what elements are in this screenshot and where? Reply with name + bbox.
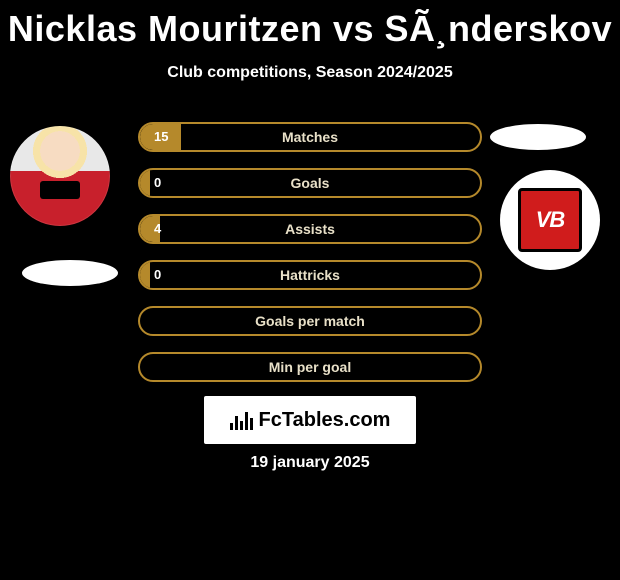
fctables-logo-icon <box>230 410 253 430</box>
stats-container: 15Matches 0Goals 4Assists 0Hattricks Goals p… <box>138 122 482 398</box>
subtitle: Club competitions, Season 2024/2025 <box>0 64 620 82</box>
date-label: 19 january 2025 <box>0 454 620 472</box>
stat-row: 0Hattricks <box>138 260 482 290</box>
stat-label: Assists <box>140 216 480 242</box>
ellipse-decoration-right <box>490 124 586 150</box>
stat-row: 0Goals <box>138 168 482 198</box>
stat-label: Goals <box>140 170 480 196</box>
stat-row: Goals per match <box>138 306 482 336</box>
page-title: Nicklas Mouritzen vs SÃ¸nderskov <box>0 0 620 50</box>
stat-label: Matches <box>140 124 480 150</box>
stat-label: Min per goal <box>140 354 480 380</box>
stat-label: Hattricks <box>140 262 480 288</box>
fctables-label: FcTables.com <box>259 409 391 432</box>
stat-row: 15Matches <box>138 122 482 152</box>
stat-label: Goals per match <box>140 308 480 334</box>
stat-row: Min per goal <box>138 352 482 382</box>
badge-text: VB <box>518 188 582 252</box>
fctables-watermark: FcTables.com <box>204 396 416 444</box>
player-right-badge: VB <box>500 170 600 270</box>
ellipse-decoration-left <box>22 260 118 286</box>
player-left-avatar <box>10 126 110 226</box>
stat-row: 4Assists <box>138 214 482 244</box>
